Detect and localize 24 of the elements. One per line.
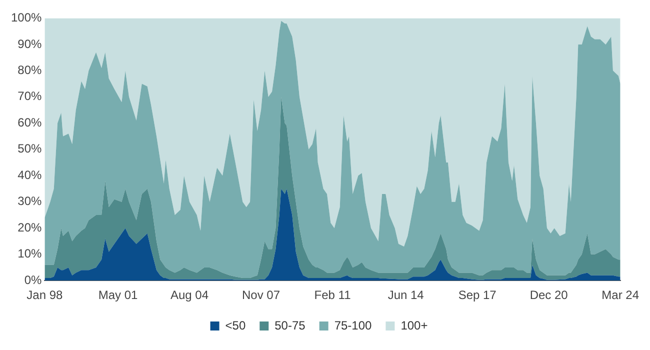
x-tick-label: May 01 (98, 288, 138, 302)
y-tick-label: 30% (18, 194, 42, 208)
y-tick-label: 90% (18, 36, 42, 51)
y-tick-label: 10% (18, 246, 42, 261)
y-tick-label: 0% (24, 272, 42, 287)
y-tick-label: 80% (18, 62, 42, 77)
x-tick-label: Nov 07 (242, 288, 280, 302)
x-tick-label: Jan 98 (26, 288, 64, 302)
x-tick-label: Dec 20 (530, 288, 568, 302)
x-tick-label: Sep 17 (458, 288, 497, 302)
legend-label: <50 (225, 318, 246, 332)
y-tick-label: 40% (18, 168, 42, 182)
legend-label: 50-75 (274, 318, 306, 332)
legend-label: 100+ (400, 318, 428, 332)
x-tick-label: Jun 14 (388, 288, 424, 302)
x-tick-label: Mar 24 (602, 288, 640, 302)
y-tick-label: 70% (18, 89, 42, 104)
legend-label: 75-100 (334, 318, 372, 332)
x-tick-label: Aug 04 (170, 288, 209, 302)
y-tick-label: 100% (10, 10, 42, 25)
y-tick-label: 60% (18, 115, 42, 130)
x-tick-label: Feb 11 (314, 288, 352, 302)
y-tick-label: 20% (18, 220, 42, 234)
y-tick-label: 50% (18, 142, 42, 156)
